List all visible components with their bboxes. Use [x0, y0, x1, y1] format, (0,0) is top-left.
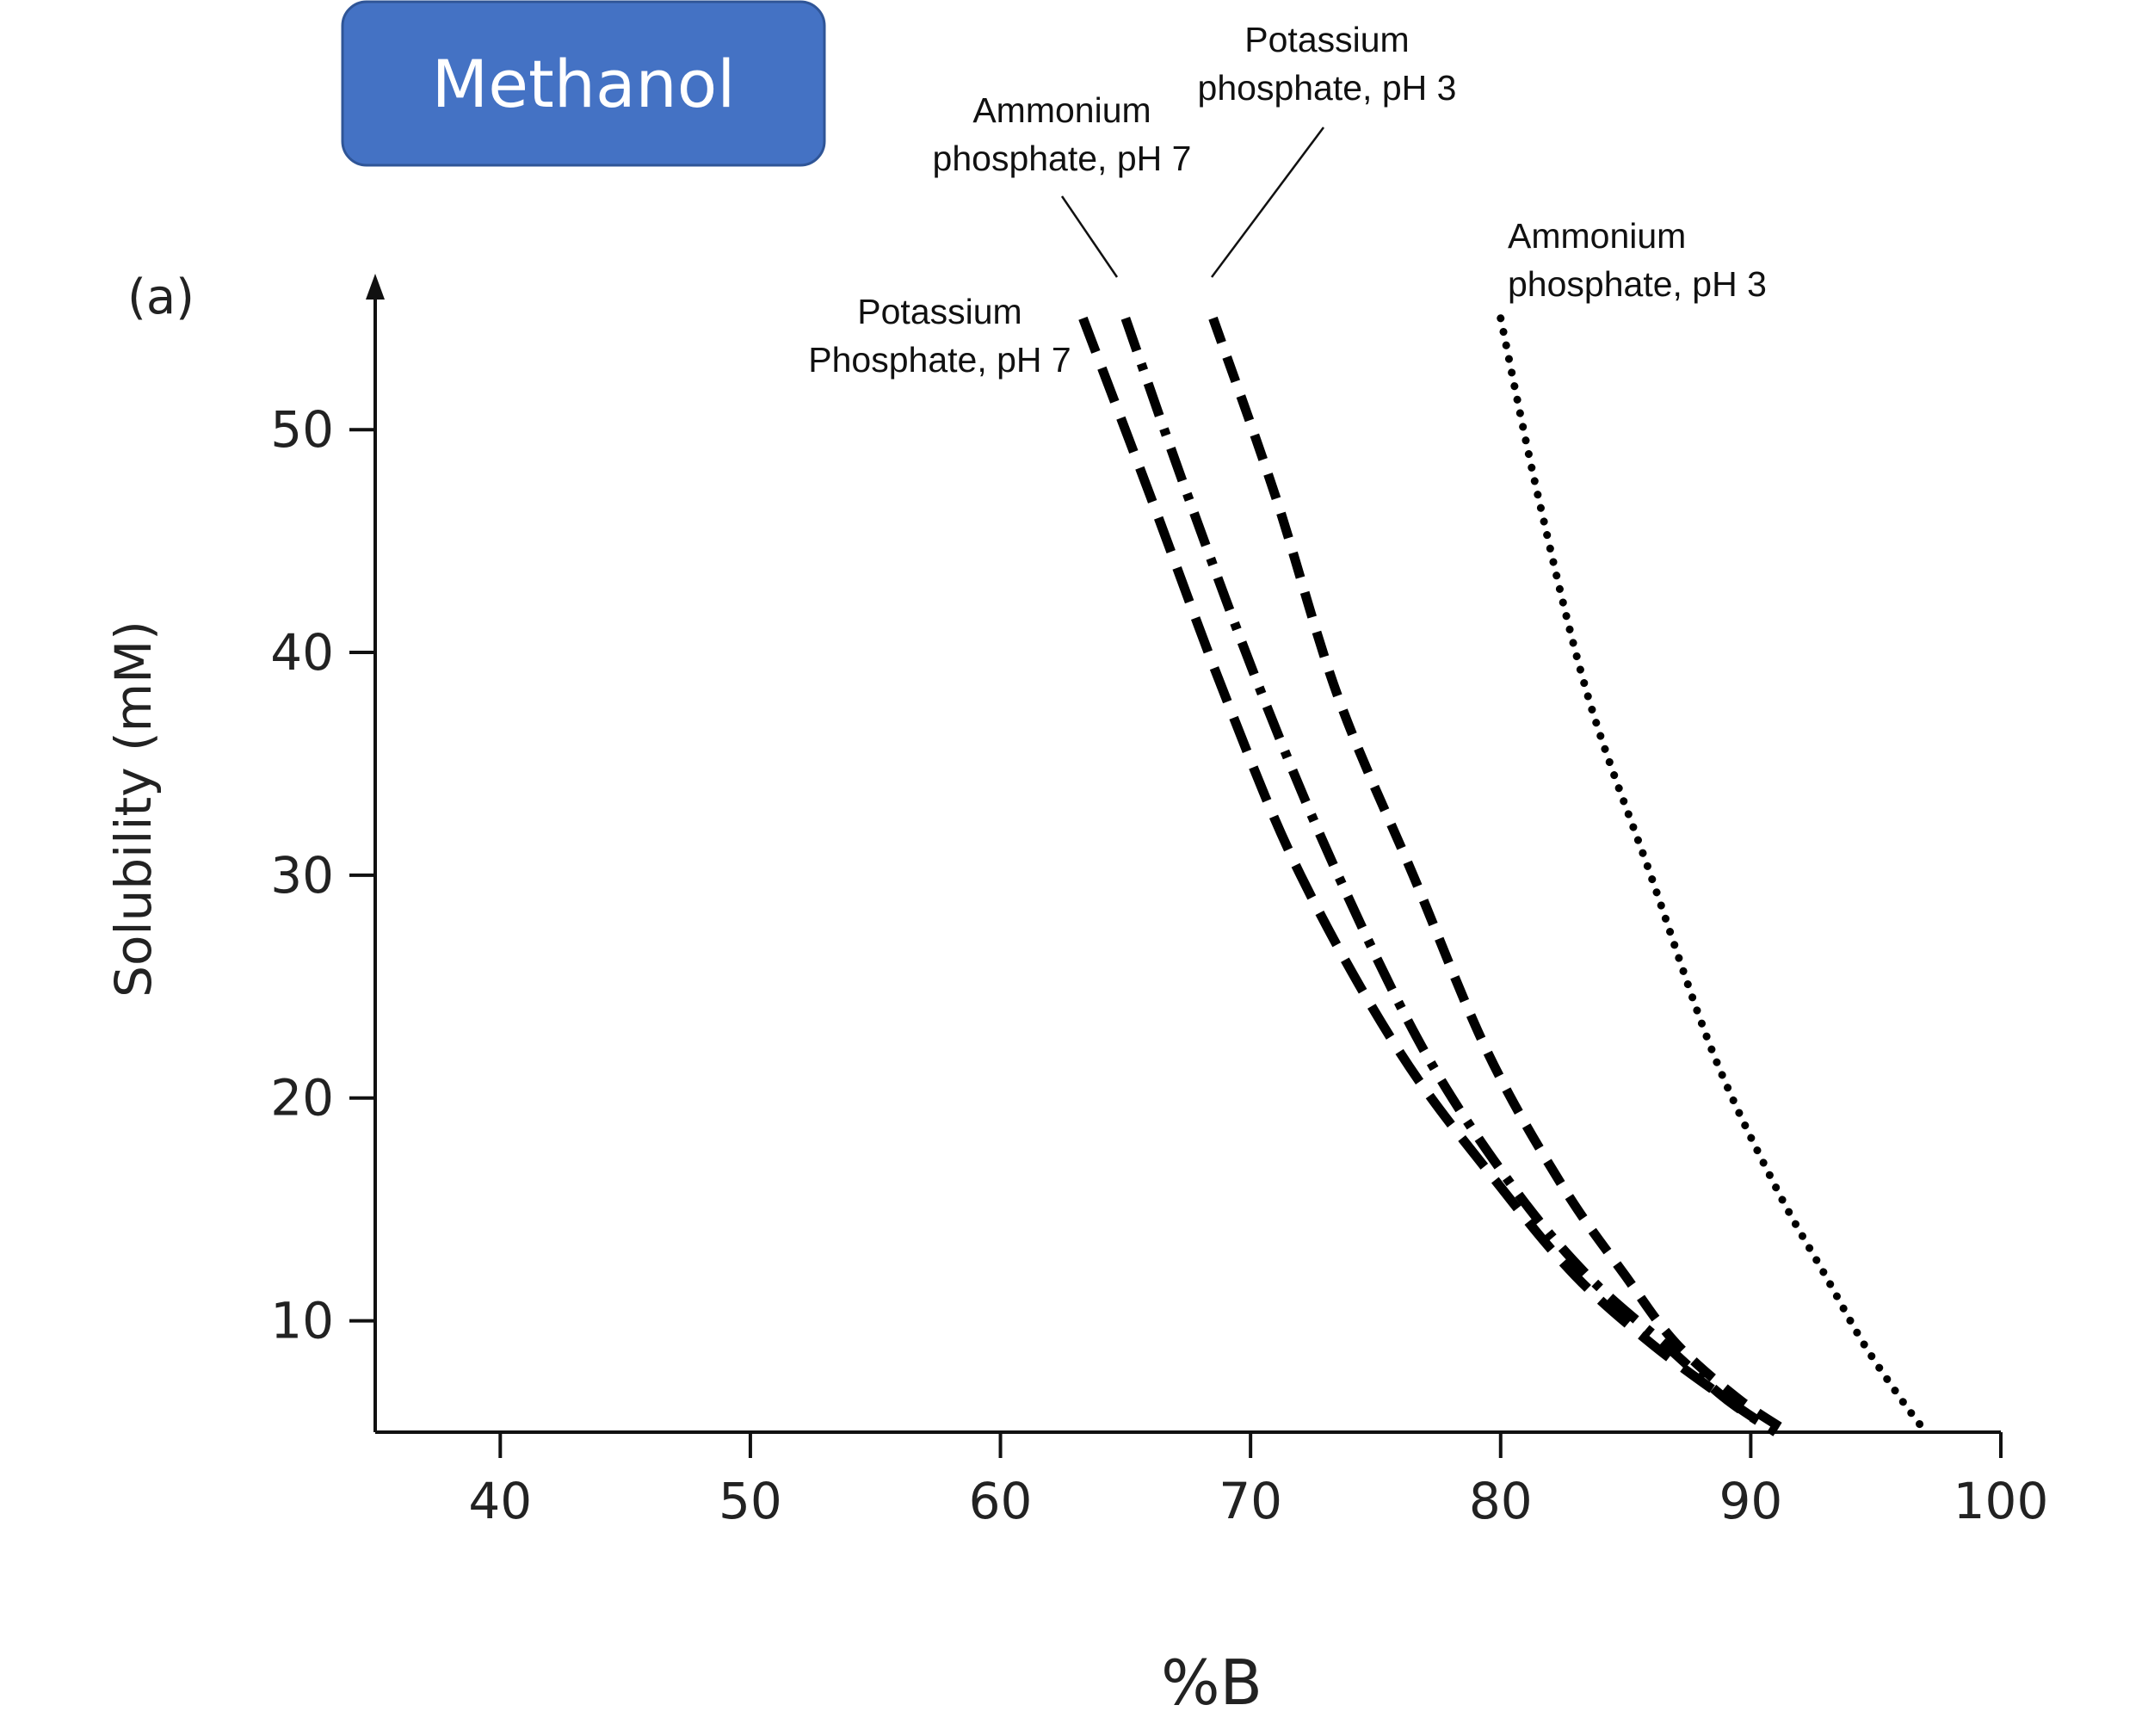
series-annotation-3: Ammonium phosphate, pH 3 [1508, 216, 1767, 304]
annotation-layer: Potassium Phosphate, pH 7 Ammonium phosphat… [808, 20, 1767, 380]
x-tick-label: 60 [969, 1472, 1033, 1530]
annotation-text: Ammonium [1508, 216, 1686, 256]
annotation-text: Potassium [857, 292, 1022, 331]
series-layer [1078, 314, 1930, 1436]
y-axis-title: Solubility (mM) [104, 621, 163, 998]
x-tick-label: 80 [1469, 1472, 1533, 1530]
x-tick-label: 50 [719, 1472, 782, 1530]
methanol-badge: Methanol [341, 0, 826, 167]
axes [366, 274, 2001, 1434]
series-annotation-2: Potassium phosphate, pH 3 [1198, 20, 1457, 278]
annotation-leader-line [1210, 127, 1325, 278]
series-line-1 [1120, 316, 1779, 1436]
y-tick-label: 40 [270, 623, 334, 682]
y-ticks: 10 20 30 40 50 [270, 400, 375, 1350]
y-tick-label: 10 [270, 1292, 334, 1350]
x-tick-label: 70 [1219, 1472, 1282, 1530]
x-tick-label: 100 [1954, 1472, 2049, 1530]
annotation-text: phosphate, pH 3 [1198, 68, 1457, 108]
series-line-3 [1497, 314, 1930, 1436]
x-tick-label: 90 [1719, 1472, 1782, 1530]
annotation-text: phosphate, pH 3 [1508, 264, 1767, 304]
annotation-text: phosphate, pH 7 [933, 139, 1192, 178]
annotation-text: Potassium [1244, 20, 1409, 59]
series-line-0 [1078, 316, 1779, 1436]
badge-background [341, 0, 826, 167]
annotation-text: Phosphate, pH 7 [808, 340, 1071, 380]
y-axis-arrow [366, 274, 385, 300]
series-line-2 [1208, 316, 1792, 1436]
x-ticks: 40 50 60 70 80 90 100 [468, 1432, 2048, 1530]
y-tick-label: 50 [270, 400, 334, 459]
panel-label: (a) [127, 269, 194, 325]
annotation-text: Ammonium [972, 90, 1151, 130]
y-tick-label: 20 [270, 1069, 334, 1127]
annotation-leader-line [1060, 195, 1119, 278]
x-tick-label: 40 [468, 1472, 532, 1530]
x-axis-title: %B [1161, 1646, 1262, 1719]
series-annotation-0: Potassium Phosphate, pH 7 [808, 292, 1071, 380]
badge-label: Methanol [432, 46, 736, 122]
y-tick-label: 30 [270, 846, 334, 905]
series-annotation-1: Ammonium phosphate, pH 7 [933, 90, 1192, 278]
